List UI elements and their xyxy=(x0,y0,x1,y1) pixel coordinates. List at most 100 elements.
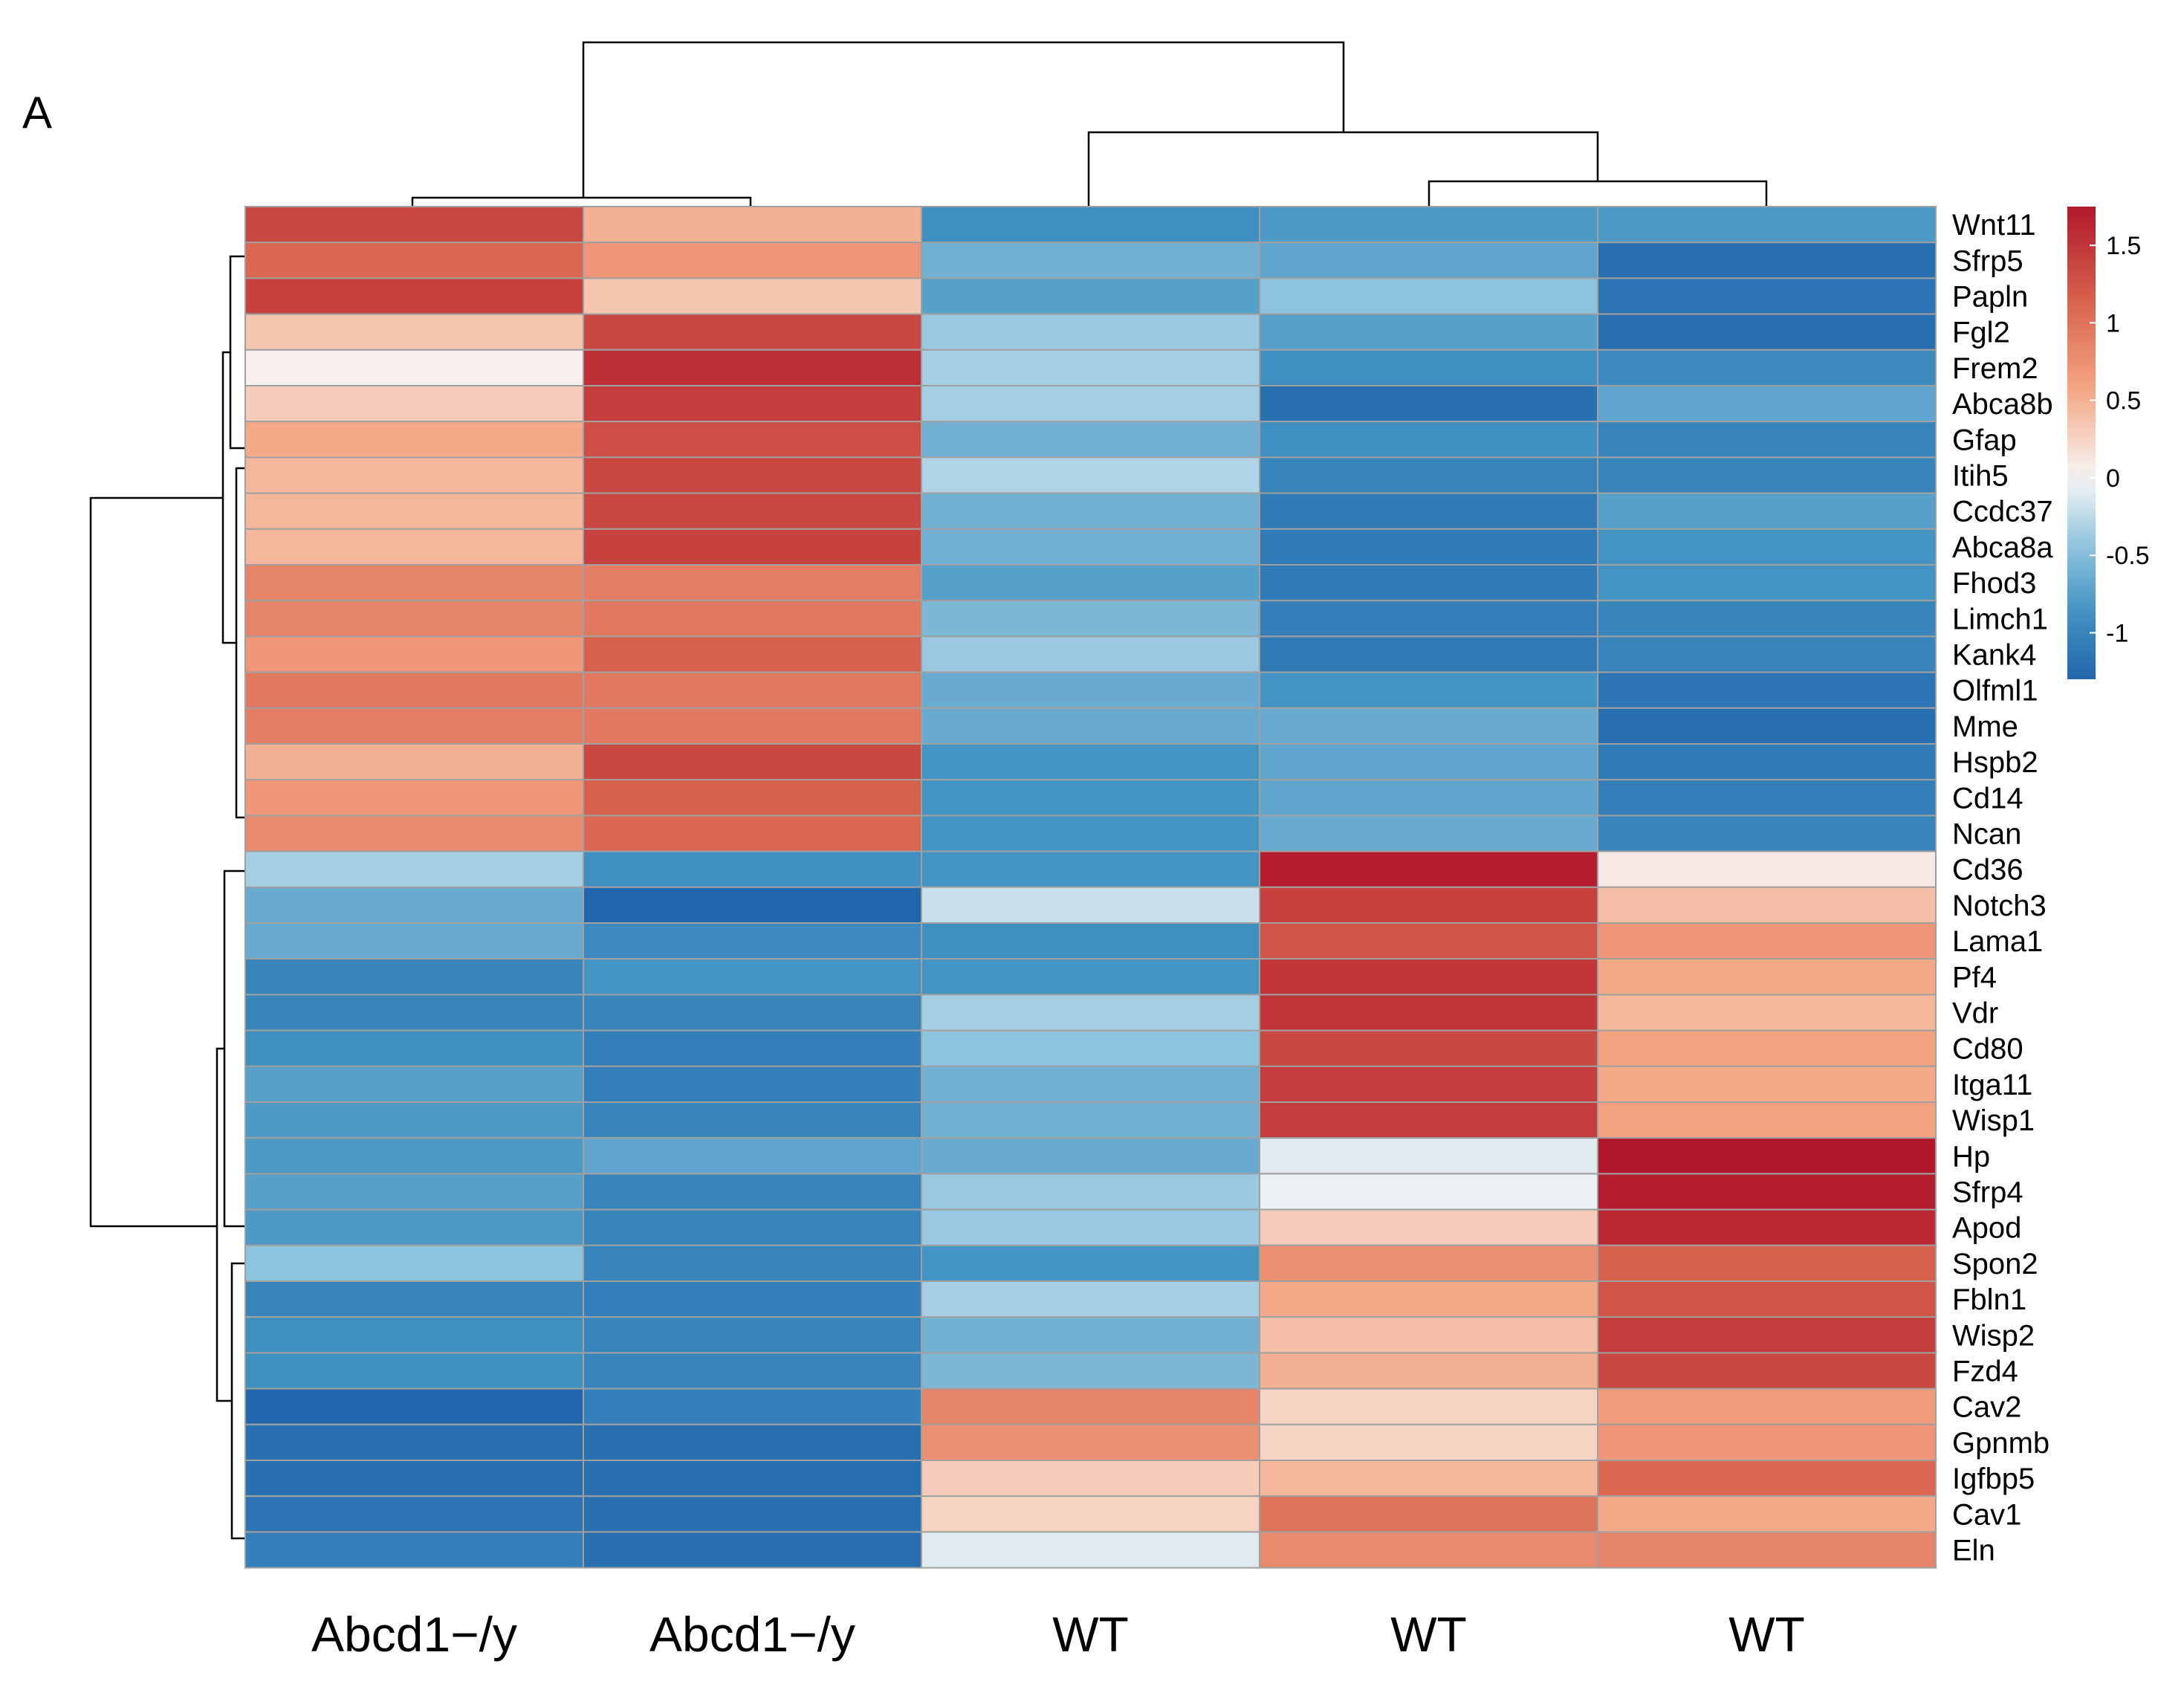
heatmap-cell-hspb2-3 xyxy=(1259,743,1598,781)
gene-label-hspb2: Hspb2 xyxy=(1952,746,2038,779)
heatmap-cell-pf4-2 xyxy=(921,958,1260,996)
heatmap-cell-cav1-2 xyxy=(921,1495,1260,1533)
heatmap-cell-notch3-2 xyxy=(921,886,1260,925)
heatmap-cell-papln-2 xyxy=(921,277,1260,315)
heatmap-cell-notch3-3 xyxy=(1259,886,1598,925)
panel-label: A xyxy=(22,88,52,137)
heatmap-cell-papln-1 xyxy=(583,277,922,315)
gene-label-vdr: Vdr xyxy=(1952,997,1998,1030)
heatmap-cell-limch1-0 xyxy=(244,600,584,638)
dendro-col-root xyxy=(582,41,1345,198)
heatmap-cell-spon2-2 xyxy=(921,1244,1260,1283)
heatmap-cell-olfml1-0 xyxy=(244,671,584,709)
heatmap-cells xyxy=(244,206,1937,1569)
heatmap-cell-cd14-2 xyxy=(921,779,1260,817)
heatmap-cell-apod-2 xyxy=(921,1208,1260,1246)
heatmap-cell-kank4-0 xyxy=(244,635,584,673)
dendro-col-wt-branch xyxy=(1087,131,1599,207)
heatmap-cell-wisp1-2 xyxy=(921,1101,1260,1139)
heatmap-cell-limch1-4 xyxy=(1597,600,1937,638)
gene-label-cd14: Cd14 xyxy=(1952,782,2023,815)
gene-label-ncan: Ncan xyxy=(1952,818,2021,851)
heatmap-cell-abca8b-1 xyxy=(583,385,922,423)
heatmap-cell-igfbp5-1 xyxy=(583,1460,922,1497)
heatmap-cell-itih5-3 xyxy=(1259,456,1598,494)
heatmap-cell-eln-3 xyxy=(1259,1531,1598,1569)
heatmap-cell-wisp2-3 xyxy=(1259,1316,1598,1354)
heatmap-cell-itih5-2 xyxy=(921,456,1260,494)
heatmap-cell-ncan-3 xyxy=(1259,815,1598,852)
heatmap-cell-abca8a-1 xyxy=(583,528,922,566)
heatmap-cell-ncan-1 xyxy=(583,815,922,852)
heatmap-cell-fhod3-3 xyxy=(1259,564,1598,602)
legend-tick-label: 1.5 xyxy=(2106,232,2141,260)
heatmap-cell-abca8a-0 xyxy=(244,528,584,566)
row-dendrogram xyxy=(89,255,245,1540)
heatmap-cell-fzd4-0 xyxy=(244,1352,584,1390)
heatmap-cell-frem2-1 xyxy=(583,349,922,386)
heatmap-cell-fgl2-3 xyxy=(1259,313,1598,351)
heatmap-cell-abca8b-3 xyxy=(1259,385,1598,423)
heatmap-cell-cav2-3 xyxy=(1259,1388,1598,1425)
heatmap-cell-spon2-0 xyxy=(244,1244,584,1283)
heatmap-cell-fbln1-3 xyxy=(1259,1280,1598,1318)
heatmap-cell-limch1-2 xyxy=(921,600,1260,638)
heatmap-cell-mme-4 xyxy=(1597,707,1937,745)
heatmap-cell-cd80-3 xyxy=(1259,1029,1598,1067)
heatmap-cell-gpnmb-3 xyxy=(1259,1423,1598,1462)
heatmap-cell-limch1-3 xyxy=(1259,600,1598,638)
heatmap-cell-hp-3 xyxy=(1259,1137,1598,1175)
heatmap-cell-lama1-3 xyxy=(1259,922,1598,960)
heatmap-cell-cd14-4 xyxy=(1597,779,1937,817)
heatmap-cell-gpnmb-0 xyxy=(244,1423,584,1462)
sample-label-4: WT xyxy=(1728,1607,1805,1662)
heatmap-cell-ncan-4 xyxy=(1597,815,1937,852)
heatmap-cell-itga11-2 xyxy=(921,1065,1260,1104)
heatmap-cell-vdr-3 xyxy=(1259,994,1598,1032)
heatmap-cell-olfml1-1 xyxy=(583,671,922,709)
heatmap-cell-gpnmb-1 xyxy=(583,1423,922,1462)
gene-label-mme: Mme xyxy=(1952,710,2018,743)
gene-label-olfml1: Olfml1 xyxy=(1952,675,2038,707)
heatmap-cell-wisp2-4 xyxy=(1597,1316,1937,1354)
gene-label-eln: Eln xyxy=(1952,1535,1995,1567)
heatmap-cell-fzd4-2 xyxy=(921,1352,1260,1390)
heatmap-cell-notch3-4 xyxy=(1597,886,1937,925)
heatmap-cell-abca8a-3 xyxy=(1259,528,1598,566)
legend-tick-label: 1 xyxy=(2106,309,2120,337)
heatmap-cell-pf4-4 xyxy=(1597,958,1937,996)
heatmap-cell-cav2-4 xyxy=(1597,1388,1937,1425)
heatmap-cell-fzd4-4 xyxy=(1597,1352,1937,1390)
heatmap-cell-abca8a-4 xyxy=(1597,528,1937,566)
heatmap-cell-vdr-2 xyxy=(921,994,1260,1032)
heatmap-cell-cav1-1 xyxy=(583,1495,922,1533)
gene-label-sfrp5: Sfrp5 xyxy=(1952,245,2023,277)
legend-tick-label: 0 xyxy=(2106,464,2120,493)
heatmap-cell-gpnmb-4 xyxy=(1597,1423,1937,1462)
heatmap-cell-mme-2 xyxy=(921,707,1260,745)
gene-label-fzd4: Fzd4 xyxy=(1952,1356,2018,1388)
legend-ticks: 1.5 1 0.5 0 -0.5 -1 xyxy=(2090,232,2150,647)
gene-label-fgl2: Fgl2 xyxy=(1952,317,2010,349)
heatmap-cell-frem2-3 xyxy=(1259,349,1598,386)
heatmap-cell-hp-1 xyxy=(583,1137,922,1175)
heatmap-cell-fgl2-0 xyxy=(244,313,584,351)
heatmap-cell-itih5-0 xyxy=(244,456,584,494)
heatmap-cell-spon2-4 xyxy=(1597,1244,1937,1283)
heatmap-cell-fbln1-2 xyxy=(921,1280,1260,1318)
heatmap-cell-cd14-1 xyxy=(583,779,922,817)
column-dendrogram xyxy=(411,41,1768,207)
heatmap-cell-frem2-2 xyxy=(921,349,1260,386)
legend-tick-label: -1 xyxy=(2106,619,2128,647)
sample-label-1: Abcd1−/y xyxy=(649,1607,855,1662)
gene-label-limch1: Limch1 xyxy=(1952,603,2048,635)
heatmap-cell-sfrp4-2 xyxy=(921,1173,1260,1211)
heatmap-cell-gfap-2 xyxy=(921,421,1260,459)
heatmap-cell-ccdc37-3 xyxy=(1259,492,1598,530)
heatmap-cell-wisp2-2 xyxy=(921,1316,1260,1354)
heatmap-cell-itih5-4 xyxy=(1597,456,1937,494)
heatmap-cell-limch1-1 xyxy=(583,600,922,638)
heatmap-cell-frem2-0 xyxy=(244,349,584,386)
heatmap-cell-spon2-3 xyxy=(1259,1244,1598,1283)
gene-label-ccdc37: Ccdc37 xyxy=(1952,496,2053,528)
